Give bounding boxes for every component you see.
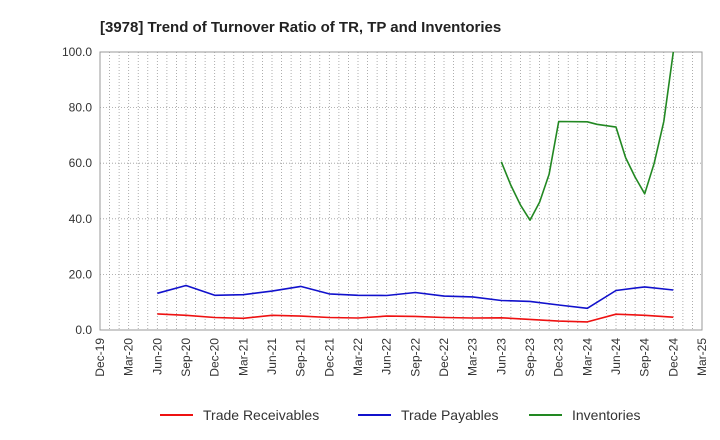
x-tick-label: Mar-25 — [695, 338, 709, 376]
legend-label: Trade Payables — [401, 407, 499, 423]
y-tick-label: 20.0 — [69, 267, 93, 281]
x-tick-label: Mar-24 — [580, 338, 594, 376]
grid-lines — [99, 51, 703, 331]
x-tick-label: Jun-24 — [609, 338, 623, 375]
x-tick-label: Sep-24 — [638, 338, 652, 377]
chart-title: [3978] Trend of Turnover Ratio of TR, TP… — [100, 19, 501, 36]
x-tick-label: Mar-20 — [122, 338, 136, 376]
plot-frame — [99, 51, 703, 331]
x-tick-label: Jun-21 — [265, 338, 279, 375]
x-tick-label: Mar-22 — [351, 338, 365, 376]
y-tick-label: 100.0 — [62, 45, 92, 59]
y-tick-label: 80.0 — [69, 101, 93, 115]
x-tick-label: Jun-22 — [380, 338, 394, 375]
series-lines — [157, 51, 675, 323]
x-tick-label: Mar-23 — [466, 338, 480, 376]
y-axis-tick-labels: 0.0 20.0 40.0 60.0 80.0 100.0 — [62, 45, 92, 337]
x-tick-label: Dec-21 — [322, 338, 336, 377]
y-tick-label: 60.0 — [69, 156, 93, 170]
x-tick-label: Dec-23 — [552, 338, 566, 377]
x-tick-label: Dec-22 — [437, 338, 451, 377]
x-tick-label: Sep-23 — [523, 338, 537, 377]
x-tick-label: Dec-20 — [208, 338, 222, 377]
x-tick-label: Sep-20 — [179, 338, 193, 377]
series-line-trade-receivables — [157, 313, 674, 323]
x-tick-label: Mar-21 — [236, 338, 250, 376]
legend-label: Trade Receivables — [203, 407, 319, 423]
x-tick-label: Dec-24 — [666, 338, 680, 377]
y-tick-label: 0.0 — [75, 323, 92, 337]
x-axis-tick-labels: Dec-19 Mar-20 Jun-20 Sep-20 Dec-20 Mar-21 Jun-… — [93, 338, 709, 377]
x-tick-label: Dec-19 — [93, 338, 107, 377]
legend-label: Inventories — [572, 407, 640, 423]
series-line-inventories — [500, 51, 675, 221]
x-tick-label: Sep-21 — [294, 338, 308, 377]
series-line-trade-payables — [157, 284, 674, 310]
x-tick-label: Sep-22 — [408, 338, 422, 377]
y-tick-label: 40.0 — [69, 212, 93, 226]
x-tick-label: Jun-20 — [150, 338, 164, 375]
legend: Trade Receivables Trade Payables Inventori… — [160, 407, 640, 423]
x-tick-label: Jun-23 — [494, 338, 508, 375]
